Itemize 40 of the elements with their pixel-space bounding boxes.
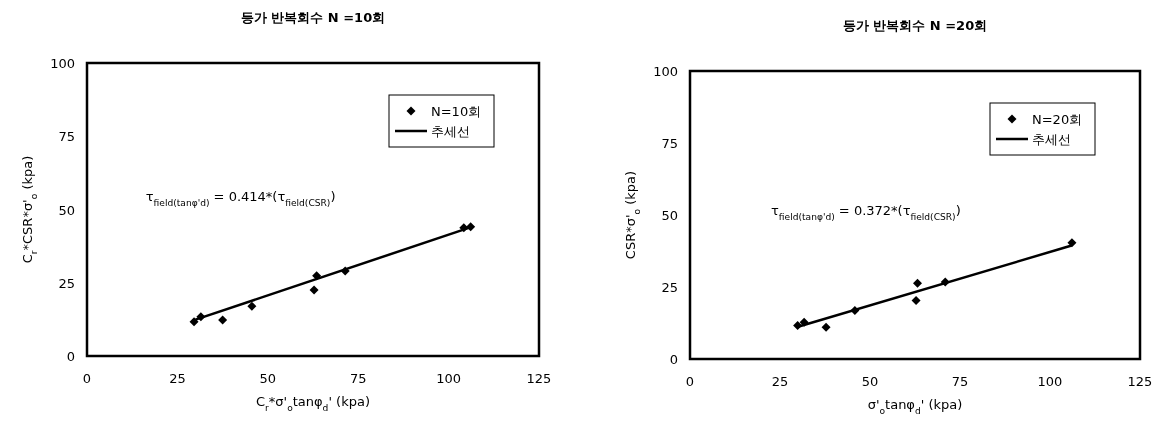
y-tick-label: 100 (653, 64, 678, 79)
point (189, 317, 199, 327)
y-tick-label: 50 (58, 202, 75, 218)
x-axis-title: C$_{r}$*σ'$_{o}$tanφ$_{d}$' (kpa) (255, 394, 371, 413)
annotation: τ$_{field(tanφ'd)}$ = 0.372*(τ$_{field(CSR)}$) (771, 203, 961, 222)
x-tick-label: 25 (771, 374, 789, 389)
x-tick-label: 75 (349, 371, 367, 386)
x-tick-label: 125 (1127, 374, 1153, 389)
y-tick-label: 75 (58, 129, 75, 145)
x-tick-label: 75 (951, 374, 969, 389)
x-axis-title: σ'$_{o}$tanφ$_{d}$' (kpa) (867, 397, 963, 416)
point (247, 301, 257, 311)
point (911, 296, 921, 306)
chart-title: 등가 반복회수 N =20회 (842, 18, 988, 33)
x-tick-label: 50 (861, 374, 879, 389)
x-tick-label: 50 (259, 371, 277, 386)
y-tick-label: 0 (669, 352, 678, 367)
y-tick-label: 25 (58, 275, 75, 291)
legend-label: 추세선 (431, 124, 470, 139)
x-tick-label: 125 (526, 371, 552, 386)
y-tick-label: 0 (66, 349, 75, 364)
x-tick-label: 100 (1037, 374, 1063, 389)
chart-title: 등가 반복회수 N =10회 (240, 10, 386, 25)
point (913, 278, 923, 288)
point (309, 285, 319, 295)
y-tick-label: 75 (661, 136, 678, 151)
x-tick-label: 100 (436, 371, 462, 386)
x-tick-label: 25 (169, 371, 186, 386)
point (1067, 238, 1077, 248)
y-tick-label: 100 (50, 56, 75, 71)
annotation: τ$_{field(tanφ'd)}$ = 0.414*(τ$_{field(CSR)}$) (145, 188, 336, 208)
point (218, 315, 228, 325)
y-tick-label: 25 (661, 280, 678, 295)
legend-label: 추세선 (1032, 132, 1071, 147)
x-tick-label: 0 (82, 371, 92, 386)
y-tick-label: 50 (661, 208, 678, 223)
x-tick-label: 0 (685, 374, 695, 389)
legend-label: N=10회 (431, 104, 482, 119)
point (821, 322, 831, 332)
legend-label: N=20회 (1032, 112, 1083, 127)
